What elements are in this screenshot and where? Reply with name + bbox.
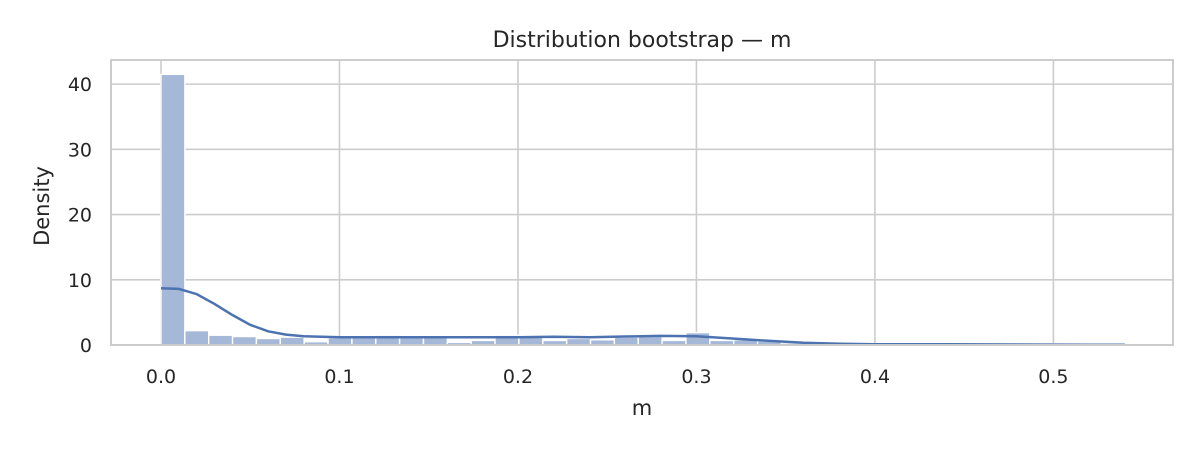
- y-tick-label: 40: [68, 74, 92, 96]
- histogram-bar: [279, 336, 305, 346]
- histogram-bar: [231, 335, 258, 346]
- histogram-bar: [208, 334, 234, 346]
- y-tick-label: 20: [68, 205, 92, 227]
- y-tick-label: 0: [80, 335, 92, 357]
- kde-line: [160, 287, 1125, 347]
- y-axis-label: Density: [30, 166, 54, 246]
- y-tick-label: 10: [68, 270, 92, 292]
- y-ticks: 0 10 20 30 40: [68, 74, 92, 357]
- x-tick-label: 0.5: [1038, 366, 1068, 388]
- histogram-bar: [184, 329, 210, 346]
- histogram-bar: [160, 73, 186, 346]
- histogram-bars: [160, 73, 1117, 346]
- histogram-bar: [398, 337, 425, 346]
- x-axis-label: m: [632, 396, 652, 420]
- histogram-bar: [637, 335, 663, 346]
- chart-title: Distribution bootstrap — m: [493, 28, 792, 53]
- plot-frame: [110, 59, 1174, 346]
- histogram-bar: [685, 331, 711, 346]
- x-tick-label: 0.2: [503, 366, 533, 388]
- grid: [111, 60, 1173, 346]
- x-tick-label: 0.4: [860, 366, 890, 388]
- histogram-bar: [327, 337, 353, 346]
- histogram-bar: [613, 336, 639, 346]
- x-tick-label: 0.0: [146, 366, 176, 388]
- x-tick-label: 0.3: [681, 366, 711, 388]
- y-tick-label: 30: [68, 139, 92, 161]
- histogram-bar: [422, 337, 449, 346]
- x-ticks: 0.0 0.1 0.2 0.3 0.4 0.5: [146, 366, 1069, 388]
- histogram-bar: [351, 337, 377, 346]
- x-tick-label: 0.1: [324, 366, 354, 388]
